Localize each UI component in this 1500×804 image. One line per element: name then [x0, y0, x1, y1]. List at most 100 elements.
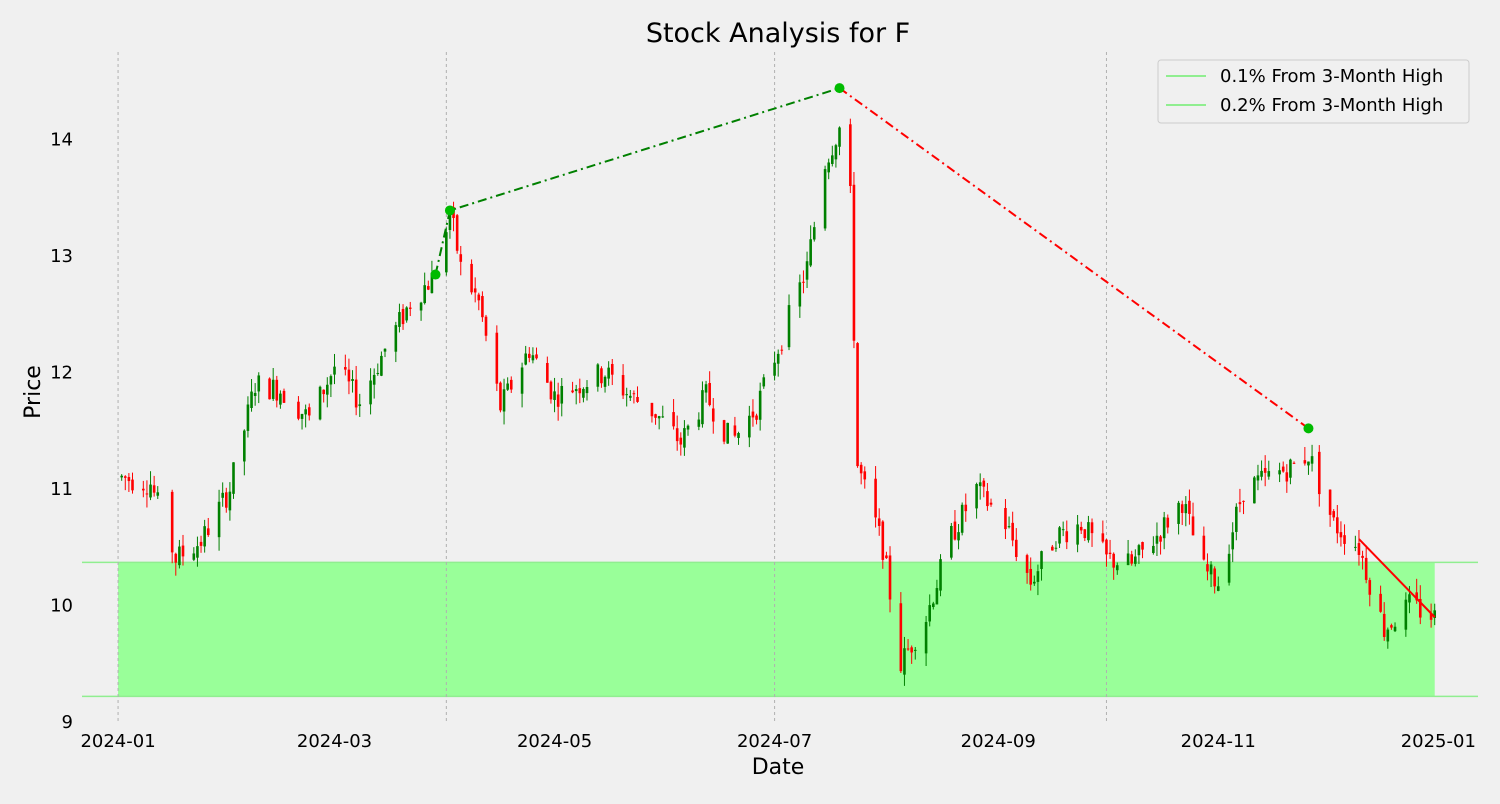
support-band [118, 562, 1435, 697]
candle-body [704, 384, 708, 393]
candle-body [913, 649, 917, 651]
candle-body [221, 492, 224, 498]
x-axis-label: Date [752, 755, 805, 780]
candle-body [585, 386, 589, 394]
candle-body [1054, 547, 1058, 549]
candle-body [1090, 522, 1094, 534]
candle-body [325, 384, 329, 395]
legend-entry: 0.1% From 3-Month High [1220, 66, 1443, 87]
candle-body [1303, 460, 1307, 464]
candle-body [859, 464, 863, 474]
y-tick-label: 12 [50, 362, 73, 383]
candle-body [257, 375, 261, 392]
candle-body [1025, 555, 1029, 573]
x-tick-label: 2024-11 [1181, 731, 1256, 752]
candle-body [206, 528, 210, 536]
candle-body [232, 462, 235, 494]
chart-title: Stock Analysis for F [646, 18, 910, 49]
candle-body [253, 392, 257, 396]
candle-body [372, 374, 376, 385]
candle-body [1285, 472, 1289, 482]
candle-body [1310, 456, 1314, 464]
x-tick-label: 2024-05 [517, 731, 592, 752]
candle-body [459, 254, 463, 262]
candle-body [546, 362, 549, 383]
candle-body [1108, 552, 1112, 555]
candle-body [1332, 511, 1336, 518]
candle-body [986, 491, 989, 507]
candle-body [1040, 551, 1043, 569]
candle-body [711, 408, 715, 422]
candle-body [1289, 459, 1292, 478]
candle-body [307, 407, 311, 416]
candle-body [574, 389, 578, 392]
candle-body [683, 428, 686, 448]
candle-body [394, 325, 398, 352]
candle-body [224, 492, 228, 508]
candle-body [178, 546, 181, 566]
legend-box [1157, 59, 1470, 124]
candle-body [679, 437, 683, 445]
candle-body [549, 381, 553, 400]
candle-body [1004, 508, 1007, 530]
candle-body [899, 603, 903, 672]
candle-body [556, 394, 560, 407]
candle-body [1033, 581, 1036, 584]
candle-body [982, 480, 986, 487]
candle-body [888, 555, 892, 600]
candle-body [726, 422, 729, 444]
candle-body [279, 393, 282, 405]
candle-body [560, 385, 564, 404]
candle-body [1079, 526, 1083, 531]
candle-body [477, 294, 481, 301]
candle-body [430, 272, 434, 294]
candle-body [329, 376, 333, 385]
candle-body [751, 411, 755, 418]
candle-body [1029, 568, 1033, 585]
candle-body [1007, 526, 1011, 528]
candle-body [1141, 542, 1144, 550]
candle-body [199, 541, 203, 546]
candle-body [1076, 524, 1079, 545]
y-tick-label: 9 [62, 712, 73, 733]
candle-body [192, 553, 196, 560]
candle-body [1206, 564, 1209, 572]
candle-body [347, 369, 351, 382]
candle-body [1343, 535, 1346, 544]
candle-body [1191, 516, 1195, 536]
candle-body [1126, 553, 1130, 566]
candle-body [1263, 468, 1267, 473]
candle-body [654, 414, 657, 418]
candle-body [1134, 556, 1137, 564]
candle-body [473, 288, 477, 293]
candle-body [849, 124, 852, 187]
candle-body [600, 368, 603, 384]
candle-body [1058, 527, 1061, 544]
candle-body [1361, 555, 1364, 558]
candle-body [509, 379, 513, 390]
candle-body [152, 485, 156, 493]
candle-body [1418, 598, 1422, 618]
candle-body [1307, 461, 1310, 466]
candle-body [1292, 462, 1296, 464]
candle-body [1415, 592, 1418, 601]
candle-body [831, 155, 834, 164]
candle-body [1202, 535, 1206, 560]
candle-body [809, 239, 812, 266]
candle-body [1386, 629, 1390, 642]
candle-body [628, 395, 632, 398]
candle-body [1404, 599, 1408, 630]
candle-body [1011, 522, 1014, 541]
candle-body [271, 379, 275, 399]
candle-body [520, 367, 524, 394]
candle-body [170, 491, 174, 553]
candle-body [950, 525, 953, 558]
candle-body [1408, 594, 1411, 603]
candle-body [275, 379, 279, 401]
candle-body [780, 349, 784, 351]
candle-body [686, 425, 690, 430]
candle-body [1162, 517, 1166, 539]
candle-body [578, 388, 582, 394]
candle-body [1317, 451, 1321, 495]
candle-body [448, 210, 452, 230]
